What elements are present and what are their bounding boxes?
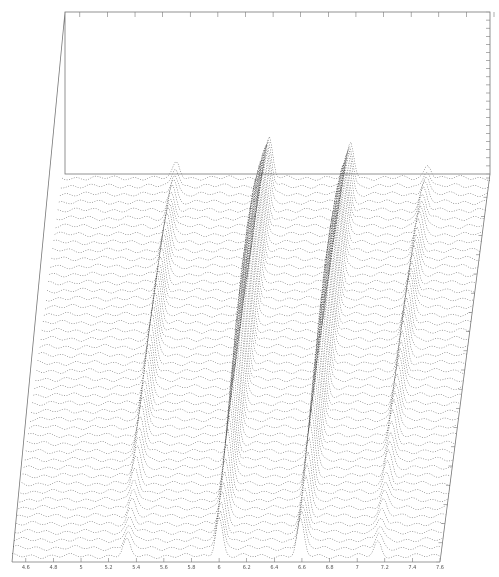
x-tick-label: 4.6 [22, 565, 30, 571]
x-tick-label: 5.2 [105, 565, 113, 571]
x-tick-label: 6 [218, 565, 221, 571]
x-tick-label: 5.6 [160, 565, 168, 571]
x-tick-label: 4.8 [49, 565, 57, 571]
x-tick-label: 6.6 [298, 565, 306, 571]
x-tick-label: 6.4 [270, 565, 278, 571]
chart: 4.6 4.8 5 5.2 5.4 5.6 5.8 6 6.2 6.4 6.6 6.8 7 7.2 7.4 7… [0, 0, 499, 573]
x-tick-label: 5.4 [132, 565, 140, 571]
x-tick-label: 7 [356, 565, 359, 571]
x-tick-label: 6.2 [243, 565, 251, 571]
x-tick-label: 5.8 [188, 565, 196, 571]
x-tick-label: 6.8 [326, 565, 334, 571]
x-tick-label: 5 [79, 565, 82, 571]
x-tick-label: 7.4 [408, 565, 416, 571]
x-tick-label: 7.6 [436, 565, 444, 571]
x-tick-label: 7.2 [381, 565, 389, 571]
